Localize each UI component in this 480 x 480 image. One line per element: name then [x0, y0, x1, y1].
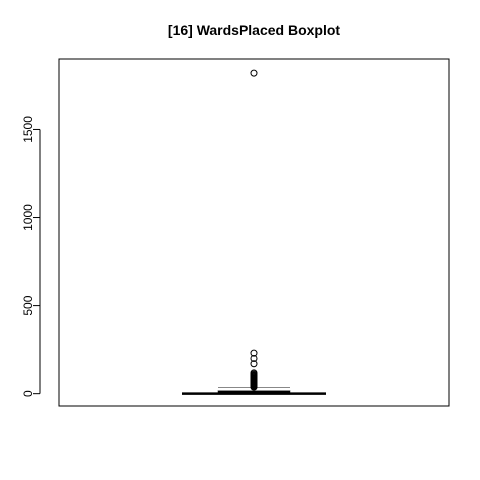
y-tick-label: 1000	[21, 204, 35, 231]
outlier-point	[250, 69, 258, 77]
outlier-point	[250, 354, 258, 362]
outlier-point	[250, 349, 258, 357]
outlier-point	[250, 383, 258, 391]
y-tick-label: 0	[21, 390, 35, 397]
outliers-group	[250, 69, 258, 391]
y-tick-label: 500	[21, 295, 35, 315]
y-axis: 0 500 1000 1500	[21, 116, 41, 397]
outlier-point	[250, 360, 258, 368]
plot-frame	[58, 58, 450, 407]
y-tick-label: 1500	[21, 116, 35, 143]
chart-title: [16] WardsPlaced Boxplot	[168, 22, 341, 38]
